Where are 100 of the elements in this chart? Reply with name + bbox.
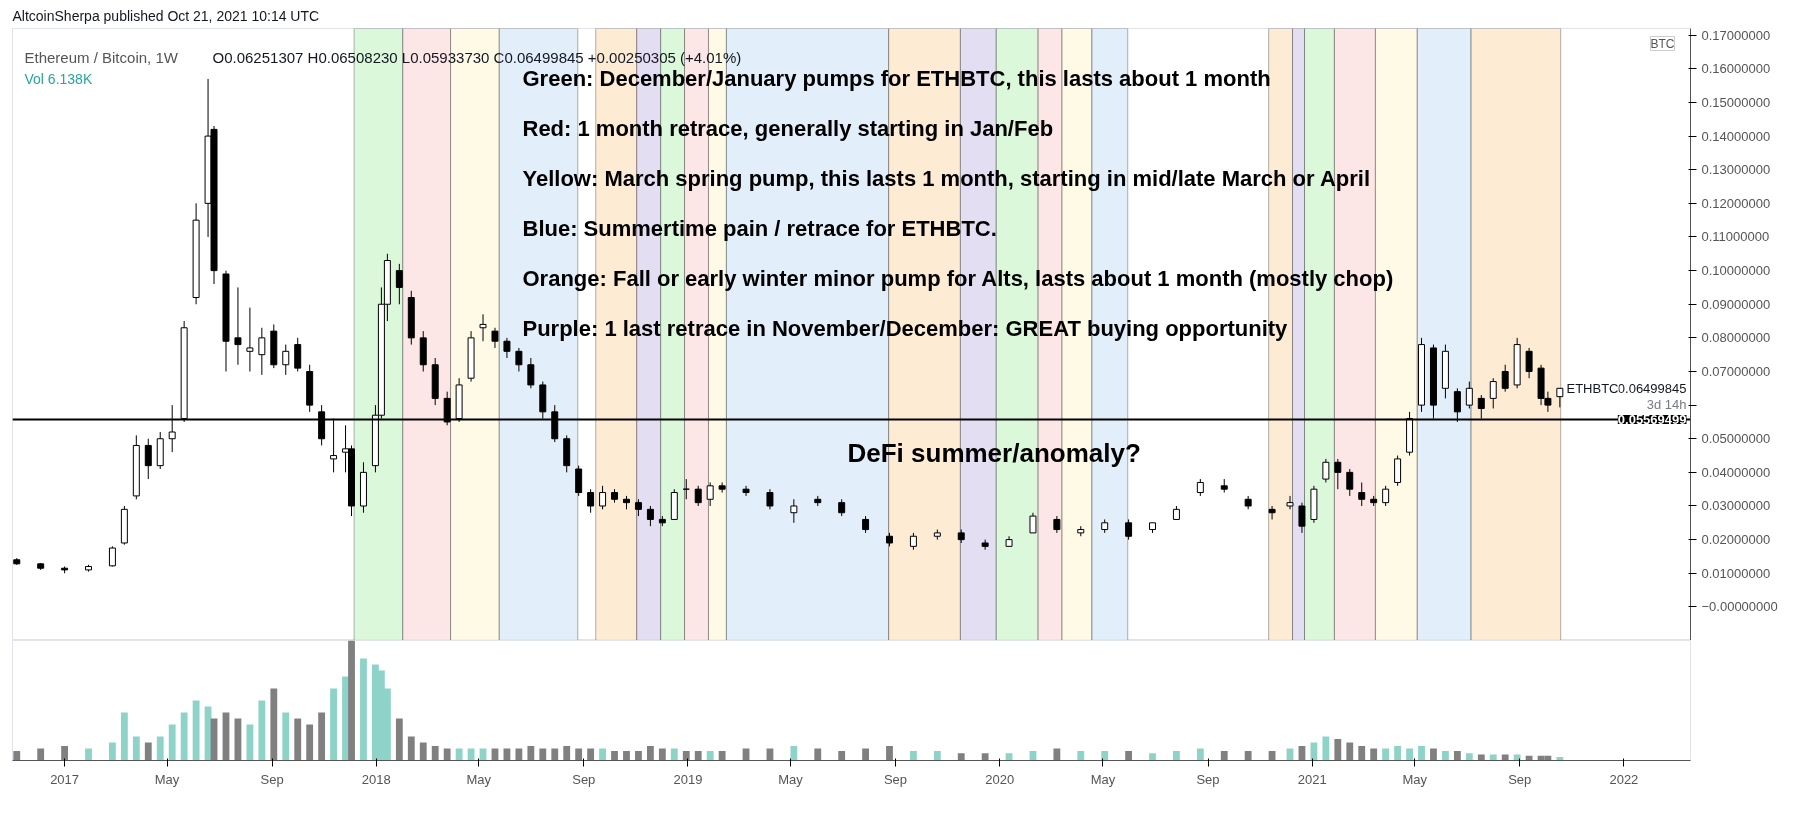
bar: [120, 712, 128, 761]
bar: [1370, 748, 1378, 761]
bar: [981, 753, 989, 761]
bar: [156, 736, 164, 761]
bar: [515, 748, 523, 761]
bar: [258, 700, 266, 761]
bar: [318, 712, 326, 761]
y-tick-label: 0.15000000: [1701, 94, 1771, 110]
bar: [527, 746, 535, 761]
x-tick-label: 2022: [1609, 771, 1639, 787]
x-tick-label: May: [466, 771, 492, 787]
bar: [1101, 750, 1109, 761]
x-tick-label: Sep: [572, 771, 596, 787]
bar: [85, 748, 92, 761]
bar: [1077, 750, 1085, 761]
text: Ethereum / Bitcoin, 1W: [24, 48, 179, 66]
y-tick-label: 0.08000000: [1701, 330, 1771, 346]
y-tick-label: 0.10000000: [1701, 263, 1771, 279]
candlestick: [234, 286, 242, 366]
y-tick-label: 0.04000000: [1701, 464, 1771, 480]
annotation: Orange: Fall or early winter minor pump for Alts, lasts about 1 month (mostly chop): [522, 265, 1394, 291]
bar: [1125, 750, 1133, 761]
x-tick-label: May: [778, 771, 804, 787]
bar: [551, 748, 559, 761]
bar: [790, 746, 798, 761]
candlestick: [790, 498, 798, 524]
bar: [294, 718, 302, 761]
bar: [1244, 750, 1252, 761]
bar: [611, 750, 618, 761]
annotation: DeFi summer/anomaly?: [847, 437, 1141, 468]
bar: [443, 748, 451, 761]
candlestick: [646, 505, 654, 527]
bar: [1196, 748, 1204, 761]
bar: [13, 750, 21, 761]
ref-line-label: 0.05569499: [1617, 412, 1687, 428]
candlestick: [1358, 481, 1366, 507]
bar: [575, 748, 583, 761]
bar: [1310, 742, 1318, 761]
bar: [395, 718, 403, 761]
candlestick: [282, 344, 290, 376]
bar: [623, 750, 630, 761]
candlestick: [246, 307, 254, 372]
y-tick-label: 0.17000000: [1701, 27, 1771, 43]
bar: [1406, 748, 1413, 761]
bar: [306, 724, 314, 761]
candlestick: [527, 357, 535, 389]
bar: [587, 748, 595, 761]
bar: [419, 742, 427, 761]
y-tick-label: 0.16000000: [1701, 61, 1771, 77]
annotation: ETHBTC: [1566, 380, 1619, 396]
annotation: Vol 6.138K: [24, 70, 93, 87]
candlestick: [981, 539, 989, 551]
annotation: Red: 1 month retrace, generally starting in Jan/Feb: [522, 115, 1054, 141]
candlestick: [108, 545, 116, 568]
bar: [1346, 742, 1354, 761]
bar: [1430, 748, 1437, 761]
x-tick-label: Sep: [1508, 771, 1532, 787]
bar: [1322, 736, 1330, 761]
bar: [1442, 750, 1449, 761]
y-tick-label: 0.09000000: [1701, 296, 1771, 312]
bar: [1220, 750, 1228, 761]
bar: [360, 658, 367, 761]
x-tick-label: Sep: [260, 771, 284, 787]
candlestick: [1525, 347, 1533, 379]
candlestick: [694, 485, 702, 507]
x-tick-label: May: [1402, 771, 1428, 787]
bar: [658, 748, 666, 761]
bar: [270, 688, 278, 761]
bar: [1149, 753, 1156, 761]
candlestick: [599, 485, 607, 510]
bar: [718, 750, 726, 761]
annotation: Purple: 1 last retrace in November/December: GREAT buying opportunity: [522, 315, 1289, 341]
bar: [132, 736, 140, 761]
annotation: 0.06499845: [1617, 380, 1687, 396]
x-tick-label: Sep: [883, 771, 908, 787]
bar: [246, 724, 254, 761]
bar: [37, 748, 45, 761]
candlestick: [503, 337, 511, 359]
bar: [1382, 748, 1390, 761]
x-tick-label: 2020: [985, 771, 1015, 787]
candlestick: [1322, 458, 1330, 483]
annotation: Blue: Summertime pain / retrace for ETHBTC.: [522, 215, 997, 241]
annotation: O0.06251307 H0.06508230 L0.05933730 C0.06499845 +0.00250305 (+4.01%): [212, 48, 742, 66]
bar: [1334, 738, 1342, 761]
bar: [1358, 746, 1366, 761]
bar: [330, 688, 337, 761]
bar: [407, 736, 415, 761]
bar: [886, 746, 893, 761]
y-tick-label: 0.05000000: [1701, 431, 1771, 447]
x-tick-label: 2019: [673, 771, 703, 787]
bar: [348, 640, 355, 761]
bar: [455, 748, 463, 761]
bar: [1053, 748, 1061, 761]
bar: [1418, 746, 1425, 761]
bar: [682, 750, 690, 761]
bar: [862, 748, 870, 761]
bar: [670, 748, 678, 761]
bar: [814, 748, 822, 761]
candlestick: [258, 327, 266, 376]
annotation: Yellow: March spring pump, this lasts 1 month, starting in mid/late March or April: [522, 165, 1371, 191]
